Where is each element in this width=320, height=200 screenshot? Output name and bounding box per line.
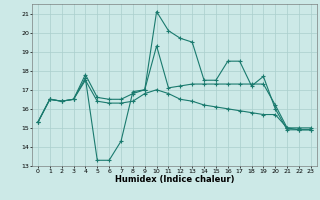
X-axis label: Humidex (Indice chaleur): Humidex (Indice chaleur) <box>115 175 234 184</box>
